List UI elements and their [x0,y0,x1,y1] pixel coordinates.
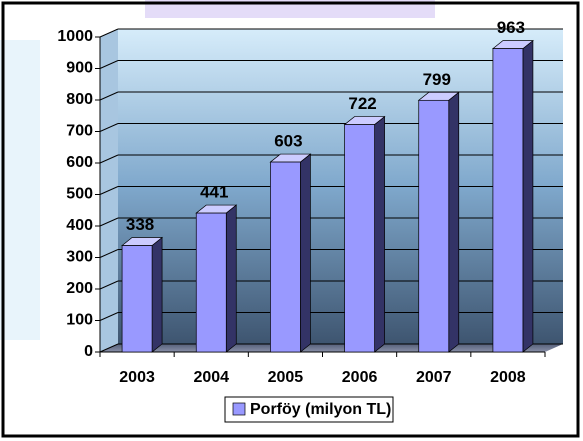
bar [270,161,301,353]
bar [195,212,227,353]
data-label: 799 [423,70,451,89]
bar [492,48,524,353]
bar-side [151,236,163,353]
grid-line [99,28,119,38]
legend-swatch [232,402,246,416]
grid-line [99,312,119,321]
data-label: 441 [200,183,228,202]
grid-line [99,154,119,164]
grid-line [99,60,119,69]
data-label: 722 [348,94,376,113]
grid-line [99,91,119,101]
grid-line [99,217,119,227]
legend [224,396,394,423]
legend-label: Porföy (milyon TL) [250,401,391,418]
data-label: 963 [497,18,525,37]
grid-line [99,186,119,195]
data-label: 338 [126,215,154,234]
x-tick-label: 2007 [416,369,452,386]
y-tick-label: 100 [66,312,93,329]
y-tick-label: 400 [66,217,93,234]
bar-side [448,91,460,353]
x-tick-label: 2008 [490,369,526,386]
background-decoration [0,40,40,340]
bar [418,99,450,353]
data-label: 603 [274,132,302,151]
grid-line [99,280,119,290]
grid-line [99,249,119,258]
bar [344,124,375,353]
x-tick-label: 2005 [268,369,304,386]
x-tick-label: 2003 [119,369,155,386]
bar-side [225,204,237,353]
bar [121,245,153,353]
x-tick-label: 2004 [193,369,229,386]
y-tick-label: 700 [66,123,93,140]
y-tick-label: 900 [66,60,93,77]
y-tick-label: 300 [66,249,93,266]
y-tick-label: 1000 [57,28,93,45]
x-tick-label: 2006 [342,369,378,386]
y-tick-label: 600 [66,154,93,171]
y-tick-label: 0 [84,343,93,360]
y-tick-label: 200 [66,280,93,297]
y-tick-label: 500 [66,186,93,203]
bar-side [374,115,385,353]
bar-side [522,39,534,353]
grid-line [99,343,119,353]
bar-side [300,153,311,353]
y-tick-label: 800 [66,91,93,108]
grid-line [99,123,119,132]
